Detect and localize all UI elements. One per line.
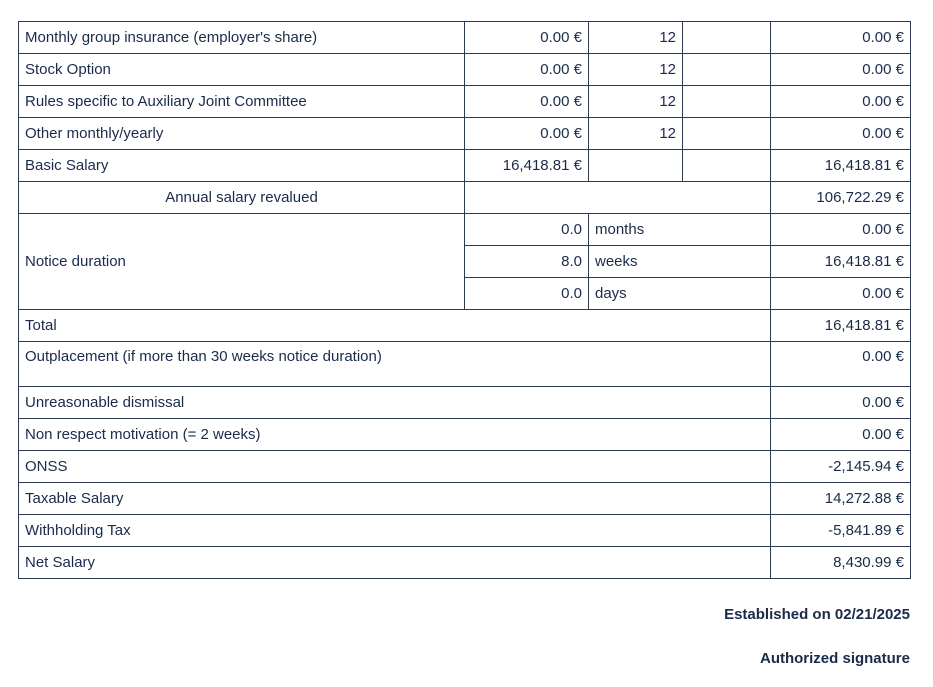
table-row: Basic Salary 16,418.81 € 16,418.81 € <box>18 149 911 182</box>
amount-cell: 0.00 € <box>464 117 589 150</box>
table-row: Withholding Tax -5,841.89 € <box>18 514 911 547</box>
row-label: Stock Option <box>18 53 465 86</box>
blank-cell <box>682 117 771 150</box>
blank-cell <box>682 85 771 118</box>
blank-cell <box>682 21 771 54</box>
factor-cell: 12 <box>588 21 683 54</box>
notice-value-cell: 8.0 <box>464 245 589 278</box>
row-label: Taxable Salary <box>18 482 771 515</box>
table-row-notice: 0.0 days 0.00 € <box>19 277 911 310</box>
table-row-notice: 8.0 weeks 16,418.81 € <box>19 245 911 278</box>
total-cell: 106,722.29 € <box>770 181 911 214</box>
amount-cell: 0.00 € <box>464 53 589 86</box>
row-label: Outplacement (if more than 30 weeks noti… <box>18 341 771 387</box>
row-label: Total <box>18 309 771 342</box>
factor-cell: 12 <box>588 117 683 150</box>
table-row-total: Total 16,418.81 € <box>18 309 911 342</box>
total-cell: 16,418.81 € <box>770 309 911 342</box>
notice-unit-cell: days <box>588 277 771 310</box>
table-row: Stock Option 0.00 € 12 0.00 € <box>18 53 911 86</box>
amount-cell: 0.00 € <box>464 21 589 54</box>
row-label: Unreasonable dismissal <box>18 386 771 419</box>
notice-duration-label: Notice duration <box>18 213 465 310</box>
authorized-signature-text: Authorized signature <box>759 650 910 667</box>
table-row: Taxable Salary 14,272.88 € <box>18 482 911 515</box>
table-row-notice: Notice duration 0.0 months 0.00 € <box>18 213 911 310</box>
blank-cell <box>464 181 771 214</box>
table-row: Rules specific to Auxiliary Joint Commit… <box>18 85 911 118</box>
total-cell: 0.00 € <box>770 213 911 246</box>
total-cell: 16,418.81 € <box>770 149 911 182</box>
established-on-text: Established on 02/21/2025 <box>724 606 910 623</box>
table-row-annual-salary: Annual salary revalued 106,722.29 € <box>18 181 911 214</box>
table-row: Other monthly/yearly 0.00 € 12 0.00 € <box>18 117 911 150</box>
notice-value-cell: 0.0 <box>464 213 589 246</box>
row-label: Withholding Tax <box>18 514 771 547</box>
total-cell: -2,145.94 € <box>770 450 911 483</box>
total-cell: 0.00 € <box>770 418 911 451</box>
blank-cell <box>682 53 771 86</box>
table-row-outplacement: Outplacement (if more than 30 weeks noti… <box>18 341 911 387</box>
row-label: Non respect motivation (= 2 weeks) <box>18 418 771 451</box>
total-cell: -5,841.89 € <box>770 514 911 547</box>
amount-cell: 16,418.81 € <box>464 149 589 182</box>
factor-cell: 12 <box>588 85 683 118</box>
total-cell: 0.00 € <box>770 386 911 419</box>
row-label: Monthly group insurance (employer's shar… <box>18 21 465 54</box>
total-cell: 0.00 € <box>770 117 911 150</box>
table-row: ONSS -2,145.94 € <box>18 450 911 483</box>
notice-unit-cell: months <box>588 213 771 246</box>
row-label: ONSS <box>18 450 771 483</box>
table-row: Net Salary 8,430.99 € <box>18 546 911 579</box>
factor-cell: 12 <box>588 53 683 86</box>
factor-cell <box>588 149 683 182</box>
notice-unit-cell: weeks <box>588 245 771 278</box>
row-label: Basic Salary <box>18 149 465 182</box>
total-cell: 0.00 € <box>770 85 911 118</box>
amount-cell: 0.00 € <box>464 85 589 118</box>
total-cell: 16,418.81 € <box>770 245 911 278</box>
total-cell: 14,272.88 € <box>770 482 911 515</box>
table-row: Monthly group insurance (employer's shar… <box>18 21 911 54</box>
table-row: Unreasonable dismissal 0.00 € <box>18 386 911 419</box>
row-label: Annual salary revalued <box>18 181 465 214</box>
blank-cell <box>682 149 771 182</box>
table-row: Non respect motivation (= 2 weeks) 0.00 … <box>18 418 911 451</box>
total-cell: 0.00 € <box>770 53 911 86</box>
notice-value-cell: 0.0 <box>464 277 589 310</box>
total-cell: 0.00 € <box>770 277 911 310</box>
row-label: Other monthly/yearly <box>18 117 465 150</box>
total-cell: 0.00 € <box>770 21 911 54</box>
report-table: Monthly group insurance (employer's shar… <box>18 21 911 579</box>
total-cell: 0.00 € <box>770 341 911 387</box>
row-label: Net Salary <box>18 546 771 579</box>
total-cell: 8,430.99 € <box>770 546 911 579</box>
row-label: Rules specific to Auxiliary Joint Commit… <box>18 85 465 118</box>
